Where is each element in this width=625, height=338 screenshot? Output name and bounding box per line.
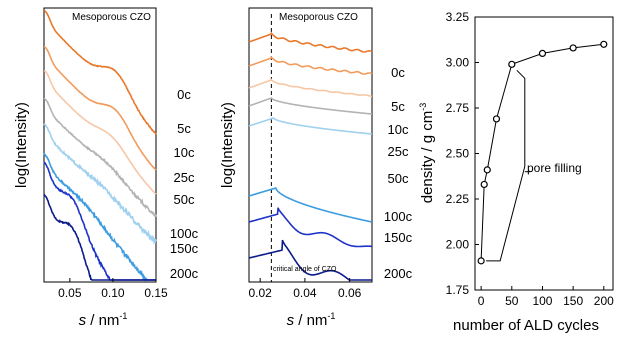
density-y-axis-title-text: density / g cm (419, 111, 436, 204)
density-y-tick-label: 3.00 (446, 56, 470, 70)
density-point (480, 180, 488, 189)
density-y-tick-label: 2.00 (446, 238, 470, 252)
xrr-curve-label: 0c (391, 65, 405, 80)
density-x-axis-title: number of ALD cycles (453, 317, 599, 334)
density-x-tick-label: 100 (532, 294, 552, 308)
saxs-curve-label: 5c (177, 121, 191, 136)
saxs-x-ticks: 0.05 0.10 0.15 (58, 278, 168, 300)
xrr-x-axis-title-rest: / nm (294, 312, 327, 329)
saxs-x-axis-title: s / nm-1 (79, 311, 128, 329)
saxs-curve-label: 0c (177, 87, 191, 102)
xrr-curve-50c (248, 117, 373, 135)
saxs-curve-label: 50c (174, 192, 195, 207)
saxs-curve-label: 10c (174, 145, 195, 160)
xrr-curve-25c (248, 97, 373, 115)
saxs-x-tick-label: 0.05 (58, 286, 82, 300)
saxs-x-tick-label: 0.15 (144, 286, 168, 300)
density-plot-frame (474, 16, 614, 291)
saxs-x-axis-title-rest: / nm (86, 312, 119, 329)
density-y-axis-title: density / g cm-3 (418, 103, 436, 204)
density-y-tick-label: 2.75 (446, 101, 470, 115)
xrr-curve-label: 25c (388, 144, 409, 159)
saxs-x-tick-label: 0.10 (101, 286, 125, 300)
density-x-tick-label: 0 (478, 294, 485, 308)
xrr-y-axis-title: log(Intensity) (219, 102, 236, 188)
xrr-curve-100c (248, 186, 373, 223)
xrr-curve-5c (248, 55, 373, 75)
xrr-x-ticks: 0.02 0.04 0.06 (249, 278, 362, 300)
xrr-curve-label: 150c (384, 230, 413, 245)
saxs-curve-label: 200c (170, 266, 199, 281)
saxs-curve-0c (43, 9, 157, 135)
xrr-curve-label: 50c (388, 171, 409, 186)
xrr-curve-150c (248, 207, 373, 248)
density-x-tick-label: 150 (563, 294, 583, 308)
xrr-panel: Mesoporous CZO 0c 5c 10c 25c 50c 100c 150c 200c… (219, 7, 413, 329)
density-y-ticks: 1.75 2.00 2.25 2.50 2.75 3.00 3.25 (446, 10, 479, 297)
xrr-curves (248, 31, 373, 281)
density-y-axis-exponent: -3 (418, 103, 428, 111)
saxs-curves (43, 9, 157, 282)
saxs-curve-5c (43, 46, 157, 171)
xrr-x-axis-exponent: -1 (327, 311, 335, 321)
saxs-curve-label: 150c (170, 241, 199, 256)
density-line (480, 43, 604, 261)
xrr-curve-label: 5c (391, 99, 405, 114)
density-point (483, 166, 491, 174)
xrr-panel-title: Mesoporous CZO (279, 12, 358, 23)
density-point (477, 257, 485, 265)
pore-filling-bracket-line (486, 69, 526, 262)
density-point (492, 115, 501, 123)
xrr-curve-label: 10c (388, 122, 409, 137)
xrr-curve-labels: 0c 5c 10c 25c 50c 100c 150c 200c (384, 65, 413, 281)
saxs-curve-label: 25c (174, 170, 195, 185)
pore-filling-label: pore filling (527, 161, 582, 175)
density-x-tick-label: 50 (505, 294, 519, 308)
saxs-curve-100c (43, 152, 156, 282)
density-point (569, 44, 577, 52)
saxs-plot-frame (43, 7, 157, 283)
xrr-curve-label: 200c (384, 266, 413, 281)
density-series (477, 40, 608, 265)
saxs-curve-label: 100c (170, 226, 199, 241)
density-y-tick-label: 1.75 (446, 283, 470, 297)
density-point (538, 49, 547, 58)
density-point (600, 40, 608, 48)
critical-angle-annotation: critical angle of CZO (273, 266, 337, 273)
saxs-x-axis-exponent: -1 (119, 311, 127, 321)
density-point (508, 60, 516, 68)
xrr-x-axis-title: s / nm-1 (287, 311, 336, 329)
density-y-tick-label: 2.50 (446, 147, 470, 161)
density-y-tick-label: 2.25 (446, 192, 470, 206)
density-x-tick-label: 200 (594, 294, 614, 308)
saxs-curve-25c (43, 97, 157, 218)
xrr-curve-10c (248, 78, 373, 98)
xrr-x-tick-label: 0.04 (293, 286, 317, 300)
density-panel: 1.75 2.00 2.25 2.50 2.75 3.00 3.25 0 50 100 150 20… (418, 10, 614, 334)
saxs-curve-10c (43, 70, 157, 195)
xrr-curve-label: 100c (384, 209, 413, 224)
xrr-curve-200c (248, 239, 372, 281)
xrr-curve-0c (248, 31, 373, 53)
xrr-x-tick-label: 0.02 (249, 286, 273, 300)
xrr-x-tick-label: 0.06 (338, 286, 362, 300)
saxs-panel-title: Mesoporous CZO (72, 12, 151, 23)
density-y-tick-label: 3.25 (446, 10, 470, 24)
saxs-y-axis-title: log(Intensity) (13, 102, 30, 188)
pore-filling-bracket (486, 69, 531, 262)
xrr-plot-frame (248, 7, 373, 283)
saxs-curve-50c (43, 123, 157, 245)
density-x-ticks: 0 50 100 150 200 (478, 286, 614, 308)
saxs-curve-200c (43, 193, 156, 281)
